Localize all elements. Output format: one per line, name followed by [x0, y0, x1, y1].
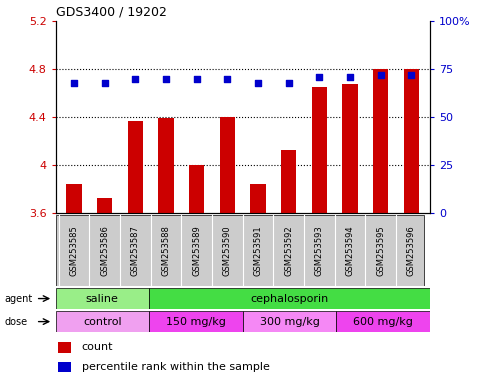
- Bar: [404, 69, 419, 213]
- Text: GSM253586: GSM253586: [100, 225, 109, 276]
- Bar: [342, 84, 358, 213]
- Point: [377, 72, 384, 78]
- Bar: [66, 184, 82, 213]
- Bar: [373, 69, 388, 213]
- Text: GSM253592: GSM253592: [284, 225, 293, 276]
- Point: [224, 76, 231, 82]
- Bar: [149, 288, 430, 309]
- Point: [101, 79, 109, 86]
- Point: [346, 74, 354, 80]
- Point: [254, 79, 262, 86]
- Bar: [56, 311, 149, 332]
- Text: dose: dose: [5, 316, 28, 327]
- Point: [285, 79, 293, 86]
- Text: 600 mg/kg: 600 mg/kg: [353, 316, 413, 327]
- Point: [70, 79, 78, 86]
- Bar: [149, 311, 242, 332]
- Bar: [312, 87, 327, 213]
- Text: 150 mg/kg: 150 mg/kg: [166, 316, 226, 327]
- Text: GSM253588: GSM253588: [161, 225, 170, 276]
- Text: GSM253591: GSM253591: [254, 225, 263, 276]
- Point: [193, 76, 200, 82]
- Point: [131, 76, 139, 82]
- Text: cephalosporin: cephalosporin: [250, 293, 328, 304]
- Text: GDS3400 / 19202: GDS3400 / 19202: [56, 5, 167, 18]
- Bar: [281, 149, 297, 213]
- Bar: [336, 311, 430, 332]
- Text: GSM253596: GSM253596: [407, 225, 416, 276]
- Bar: [58, 362, 71, 372]
- Point: [315, 74, 323, 80]
- Bar: [58, 342, 71, 353]
- Bar: [250, 184, 266, 213]
- Text: GSM253587: GSM253587: [131, 225, 140, 276]
- Text: GSM253594: GSM253594: [346, 225, 355, 276]
- Text: control: control: [83, 316, 122, 327]
- Bar: [158, 118, 174, 213]
- Text: GSM253589: GSM253589: [192, 225, 201, 276]
- Text: GSM253593: GSM253593: [315, 225, 324, 276]
- Bar: [220, 117, 235, 213]
- Text: agent: agent: [5, 293, 33, 304]
- Point: [408, 72, 415, 78]
- Text: GSM253590: GSM253590: [223, 225, 232, 276]
- Text: count: count: [82, 342, 113, 352]
- Bar: [128, 121, 143, 213]
- Point: [162, 76, 170, 82]
- Text: GSM253585: GSM253585: [70, 225, 78, 276]
- Bar: [242, 311, 336, 332]
- Bar: [56, 288, 149, 309]
- Text: saline: saline: [86, 293, 119, 304]
- Text: 300 mg/kg: 300 mg/kg: [259, 316, 319, 327]
- Text: percentile rank within the sample: percentile rank within the sample: [82, 362, 270, 372]
- Bar: [189, 165, 204, 213]
- Bar: [97, 197, 113, 213]
- Text: GSM253595: GSM253595: [376, 225, 385, 276]
